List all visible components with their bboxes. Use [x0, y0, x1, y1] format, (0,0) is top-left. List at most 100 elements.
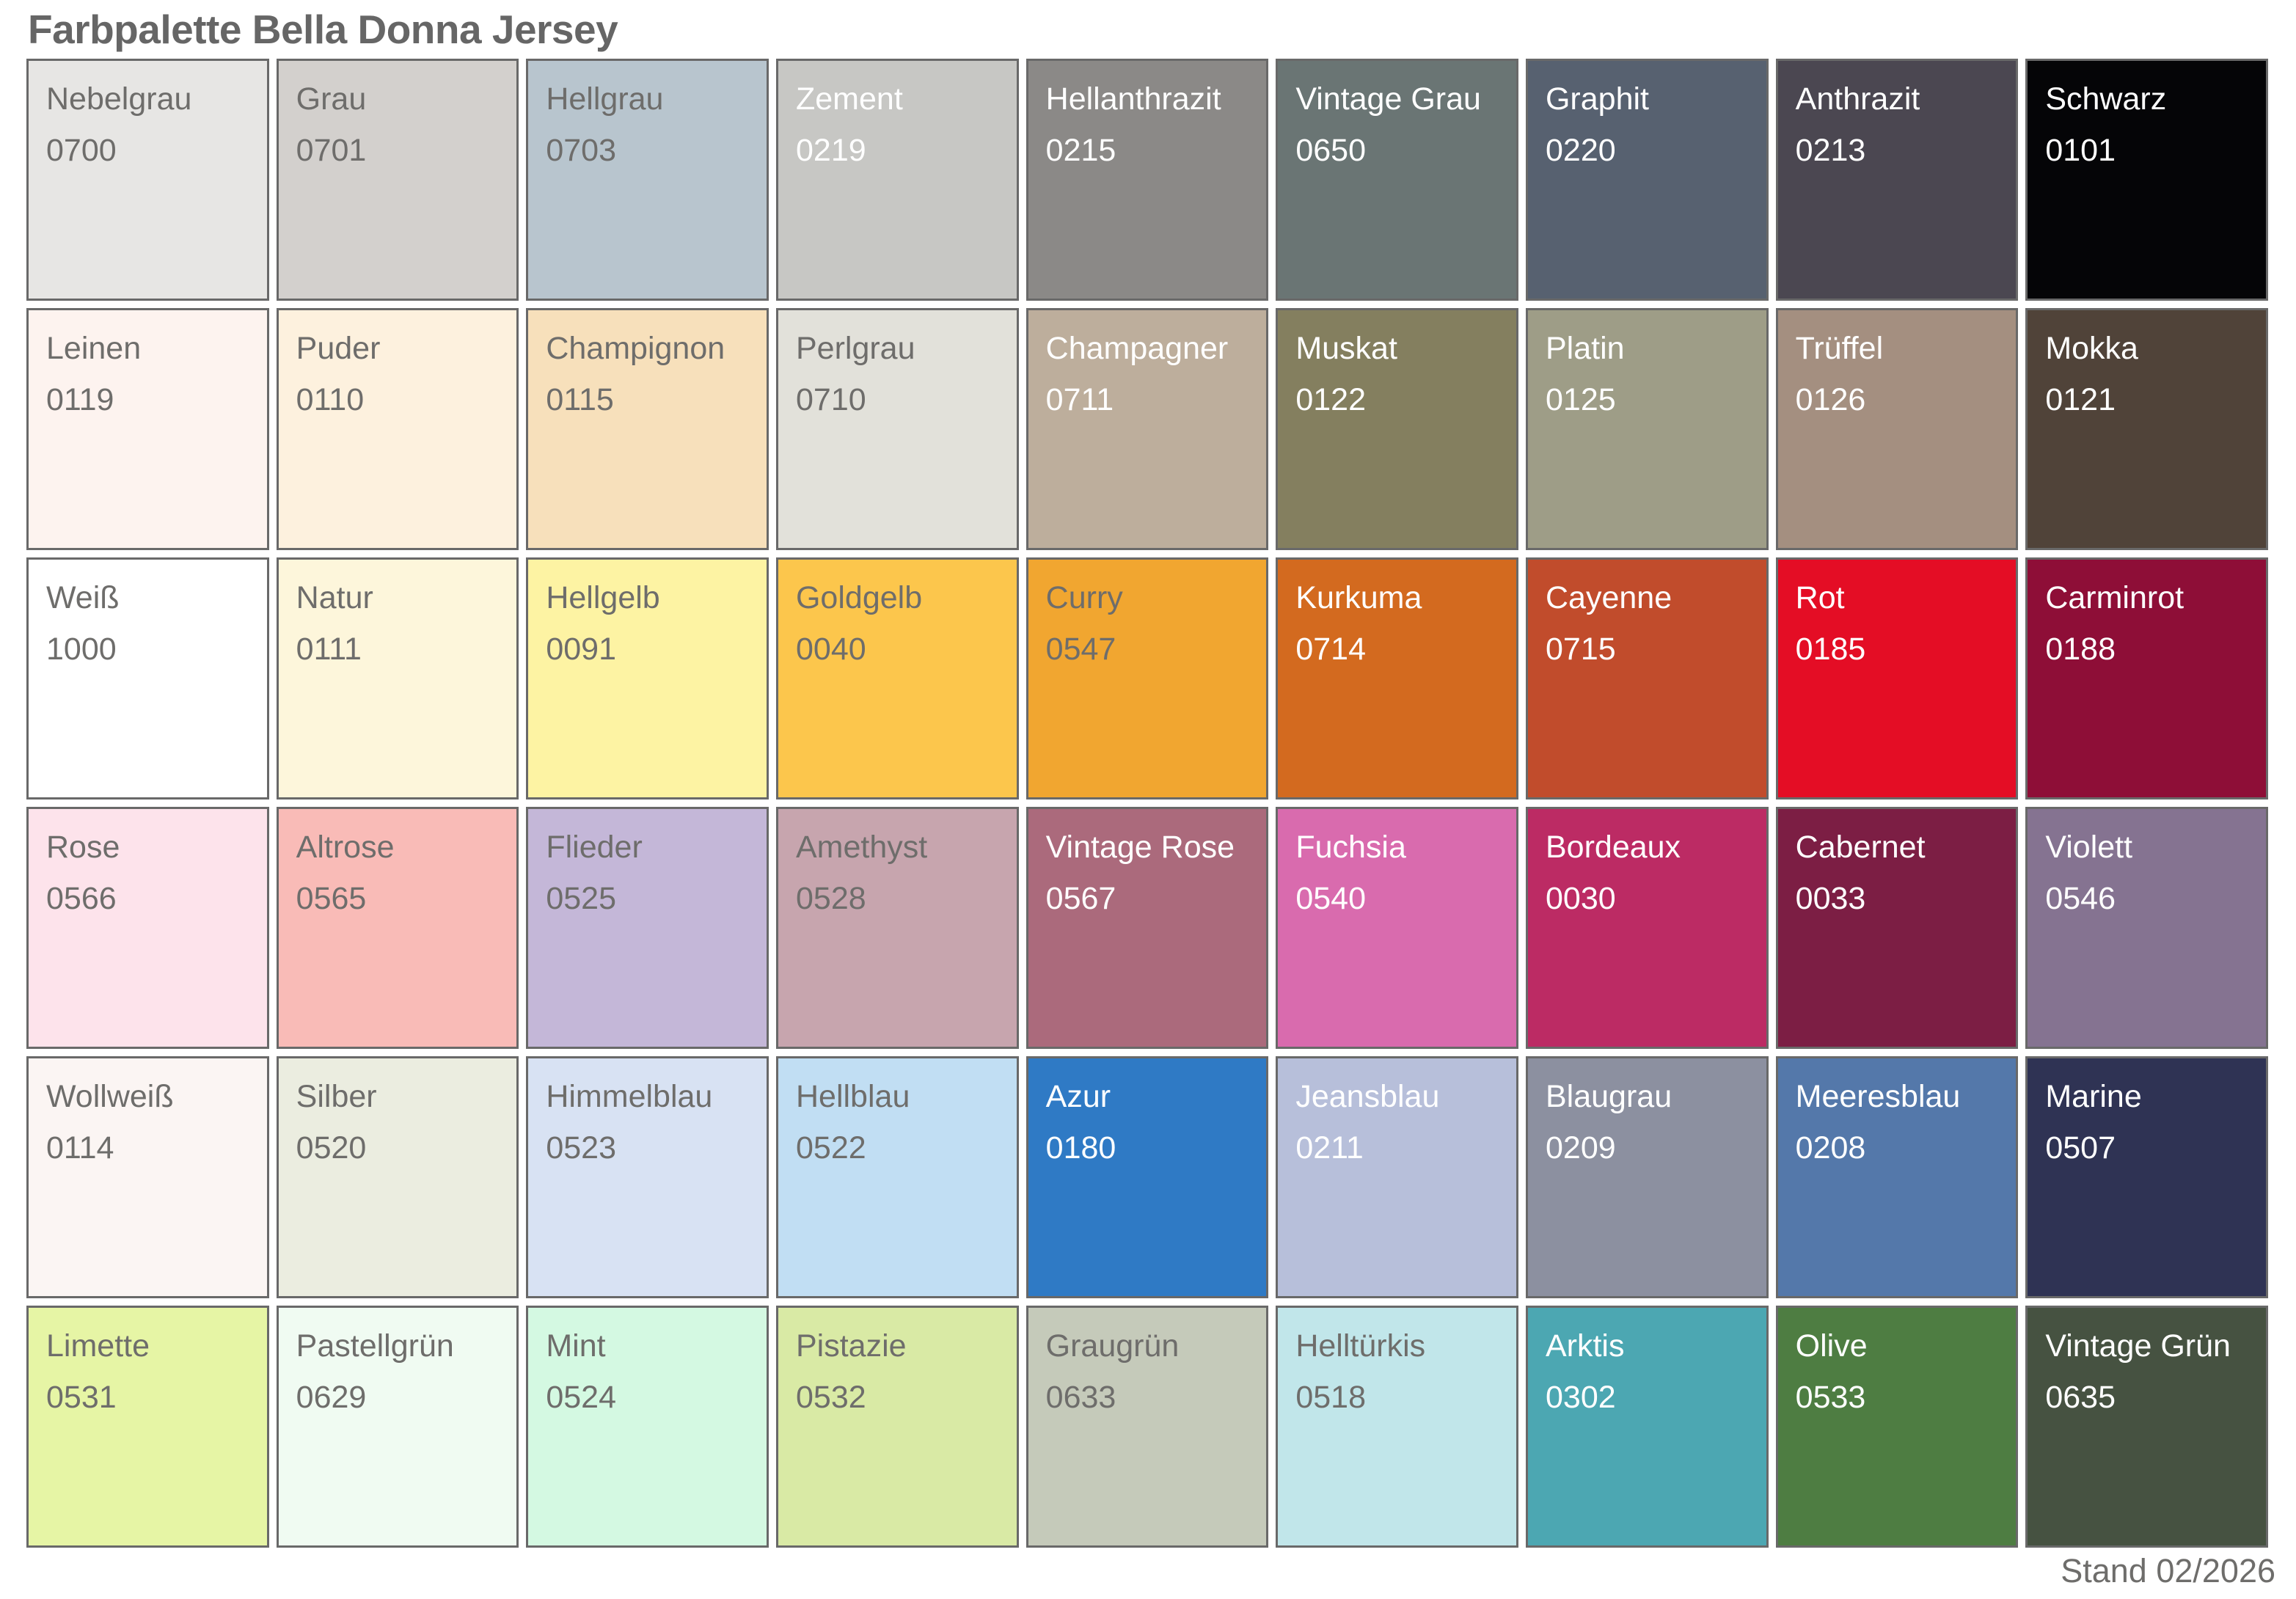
swatch-code: 0703: [546, 132, 616, 168]
swatch-name: Curry: [1045, 580, 1123, 615]
swatch-name: Trüffel: [1795, 331, 1884, 366]
swatch-code: 0220: [1545, 132, 1616, 168]
swatch-code: 0030: [1545, 880, 1616, 916]
swatch-name: Hellgelb: [546, 580, 660, 615]
swatch-name: Carminrot: [2045, 580, 2185, 615]
swatch-code: 0126: [1795, 381, 1866, 417]
swatch-code: 0522: [795, 1130, 866, 1166]
swatch-name: Kurkuma: [1295, 580, 1422, 615]
color-swatch: Hellgelb 0091: [526, 557, 769, 800]
swatch-code: 0629: [296, 1379, 367, 1415]
color-swatch: Anthrazit 0213: [1775, 59, 2019, 301]
color-swatch: Flieder 0525: [526, 807, 769, 1049]
swatch-code: 0302: [1545, 1379, 1616, 1415]
footer-stand: Stand 02/2026: [2061, 1552, 2275, 1589]
swatch-name: Himmelblau: [546, 1079, 713, 1114]
swatch-name: Olive: [1795, 1328, 1868, 1364]
swatch-name: Meeresblau: [1795, 1079, 1961, 1114]
swatch-name: Anthrazit: [1795, 81, 1920, 117]
color-swatch: Meeresblau 0208: [1775, 1056, 2019, 1298]
swatch-name: Hellanthrazit: [1045, 81, 1221, 117]
color-swatch: Helltürkis 0518: [1276, 1306, 1518, 1548]
swatch-code: 0180: [1045, 1130, 1116, 1166]
swatch-code: 0633: [1045, 1379, 1116, 1415]
swatch-name: Bordeaux: [1545, 830, 1681, 865]
color-swatch: Vintage Grau 0650: [1276, 59, 1518, 301]
swatch-code: 0566: [46, 880, 117, 916]
color-swatch: Goldgelb 0040: [775, 557, 1019, 800]
swatch-name: Rot: [1795, 580, 1845, 615]
swatch-code: 0507: [2045, 1130, 2116, 1166]
color-swatch: Hellblau 0522: [775, 1056, 1019, 1298]
color-swatch: Puder 0110: [276, 308, 519, 550]
color-swatch: Mokka 0121: [2025, 308, 2268, 550]
swatch-code: 0650: [1295, 132, 1366, 168]
color-swatch: Vintage Rose 0567: [1025, 807, 1269, 1049]
swatch-name: Hellblau: [795, 1079, 910, 1114]
swatch-code: 0547: [1045, 631, 1116, 667]
swatch-name: Champignon: [546, 331, 725, 366]
swatch-name: Rose: [46, 830, 120, 865]
swatch-code: 0121: [2045, 381, 2116, 417]
color-swatch: Pistazie 0532: [775, 1306, 1019, 1548]
color-swatch: Schwarz 0101: [2025, 59, 2268, 301]
color-swatch: Mint 0524: [526, 1306, 769, 1548]
swatch-code: 0215: [1045, 132, 1116, 168]
swatch-name: Mokka: [2045, 331, 2138, 366]
swatch-code: 0523: [546, 1130, 616, 1166]
swatch-name: Altrose: [296, 830, 395, 865]
swatch-name: Arktis: [1545, 1328, 1625, 1364]
color-swatch: Fuchsia 0540: [1276, 807, 1518, 1049]
color-swatch: Cayenne 0715: [1525, 557, 1769, 800]
swatch-code: 1000: [46, 631, 117, 667]
swatch-code: 0524: [546, 1379, 616, 1415]
swatch-name: Muskat: [1295, 331, 1397, 366]
swatch-name: Graugrün: [1045, 1328, 1180, 1364]
color-swatch: Blaugrau 0209: [1525, 1056, 1769, 1298]
swatch-name: Vintage Grün: [2045, 1328, 2231, 1364]
swatch-code: 0101: [2045, 132, 2116, 168]
swatch-code: 0033: [1795, 880, 1866, 916]
color-swatch: Kurkuma 0714: [1276, 557, 1518, 800]
color-swatch: Zement 0219: [775, 59, 1019, 301]
color-swatch: Silber 0520: [276, 1056, 519, 1298]
color-swatch: Rose 0566: [26, 807, 269, 1049]
swatch-name: Jeansblau: [1295, 1079, 1440, 1114]
page-title: Farbpalette Bella Donna Jersey: [28, 7, 618, 52]
swatch-name: Grau: [296, 81, 367, 117]
swatch-code: 0518: [1295, 1379, 1366, 1415]
swatch-name: Puder: [296, 331, 381, 366]
color-swatch: Graphit 0220: [1525, 59, 1769, 301]
color-swatch: Hellanthrazit 0215: [1025, 59, 1269, 301]
swatch-code: 0208: [1795, 1130, 1866, 1166]
swatch-name: Mint: [546, 1328, 606, 1364]
swatch-code: 0546: [2045, 880, 2116, 916]
swatch-code: 0115: [546, 381, 614, 417]
swatch-code: 0701: [296, 132, 367, 168]
color-swatch: Jeansblau 0211: [1276, 1056, 1518, 1298]
swatch-name: Marine: [2045, 1079, 2142, 1114]
swatch-code: 0540: [1295, 880, 1366, 916]
color-swatch: Perlgrau 0710: [775, 308, 1019, 550]
color-swatch: Rot 0185: [1775, 557, 2019, 800]
swatch-name: Amethyst: [795, 830, 928, 865]
color-swatch: Pastellgrün 0629: [276, 1306, 519, 1548]
swatch-code: 0565: [296, 880, 367, 916]
swatch-name: Wollweiß: [46, 1079, 174, 1114]
swatch-name: Natur: [296, 580, 373, 615]
color-swatch: Violett 0546: [2025, 807, 2268, 1049]
swatch-code: 0525: [546, 880, 616, 916]
swatch-name: Violett: [2045, 830, 2133, 865]
color-swatch: Grau 0701: [276, 59, 519, 301]
swatch-code: 0185: [1795, 631, 1866, 667]
swatch-name: Platin: [1545, 331, 1625, 366]
color-swatch: Limette 0531: [26, 1306, 269, 1548]
swatch-name: Blaugrau: [1545, 1079, 1672, 1114]
swatch-code: 0520: [296, 1130, 367, 1166]
swatch-name: Vintage Grau: [1295, 81, 1481, 117]
swatch-name: Azur: [1045, 1079, 1111, 1114]
swatch-code: 0040: [795, 631, 866, 667]
swatch-name: Goldgelb: [795, 580, 923, 615]
color-swatch: Platin 0125: [1525, 308, 1769, 550]
swatch-name: Pastellgrün: [296, 1328, 454, 1364]
